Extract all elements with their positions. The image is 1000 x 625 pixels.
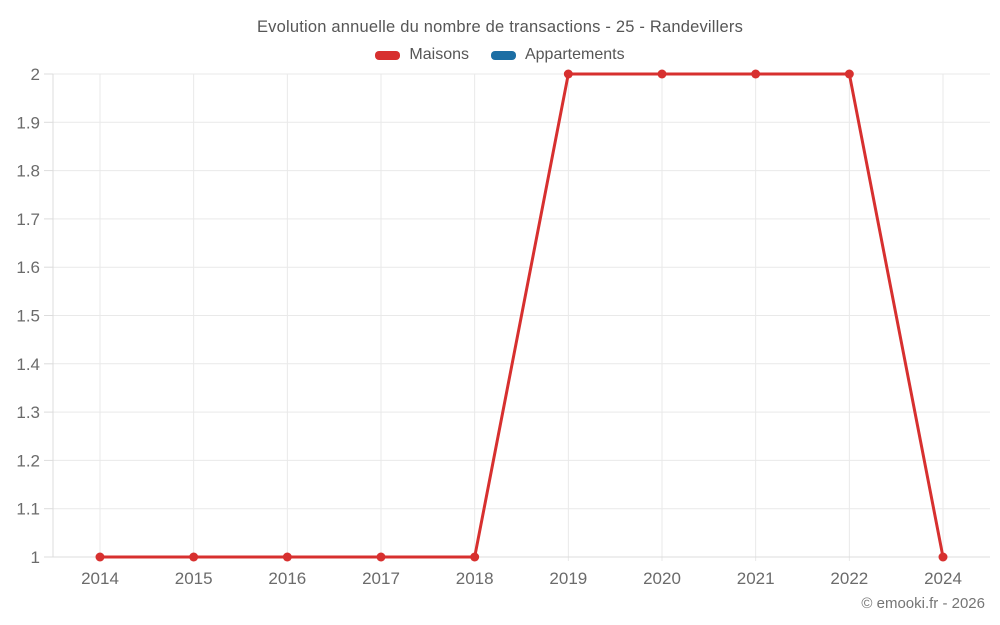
y-tick-label: 1 (31, 548, 40, 567)
y-tick-label: 1.8 (16, 162, 40, 181)
y-tick-label: 1.6 (16, 258, 40, 277)
data-point-maisons (751, 69, 761, 79)
legend: Maisons Appartements (0, 46, 1000, 64)
series-line-maisons (98, 72, 945, 559)
data-point-maisons (189, 552, 199, 562)
legend-label-maisons: Maisons (409, 46, 469, 63)
y-tick-label: 1.4 (16, 355, 40, 374)
x-tick-label: 2018 (456, 569, 494, 588)
data-point-maisons (563, 69, 573, 79)
data-point-maisons (938, 552, 948, 562)
x-tick-label: 2016 (268, 569, 306, 588)
data-point-maisons (95, 552, 105, 562)
legend-label-appartements: Appartements (524, 46, 625, 63)
data-point-maisons (376, 552, 386, 562)
y-tick-label: 1.2 (16, 451, 40, 470)
data-point-maisons (657, 69, 667, 79)
y-tick-label: 1.7 (16, 210, 40, 229)
y-tick-label: 2 (31, 65, 40, 84)
y-tick-label: 1.1 (16, 500, 40, 519)
x-tick-label: 2021 (737, 569, 775, 588)
data-point-maisons (844, 69, 854, 79)
x-tick-label: 2017 (362, 569, 400, 588)
x-tick-label: 2020 (643, 569, 681, 588)
data-point-maisons (282, 552, 292, 562)
data-point-maisons (470, 552, 480, 562)
maisons-swatch-icon (375, 50, 401, 60)
y-tick-label: 1.9 (16, 113, 40, 132)
x-tick-label: 2015 (175, 569, 213, 588)
y-tick-label: 1.3 (16, 403, 40, 422)
copyright: © emooki.fr - 2026 (861, 595, 985, 612)
x-tick-label: 2014 (81, 569, 119, 588)
x-tick-label: 2022 (830, 569, 868, 588)
y-tick-label: 1.5 (16, 307, 40, 326)
x-tick-label: 2024 (924, 569, 962, 588)
legend-item-appartements[interactable]: Appartements (490, 46, 625, 64)
legend-item-maisons[interactable]: Maisons (375, 46, 469, 64)
x-tick-label: 2019 (549, 569, 587, 588)
chart-title: Evolution annuelle du nombre de transact… (256, 18, 744, 36)
line-chart-plot-area: 1 1.1 1.2 1.3 1.4 1.5 1.6 1.7 1.8 1.9 2 2014 2015 201… (16, 65, 990, 588)
appartements-swatch-icon (490, 50, 516, 60)
